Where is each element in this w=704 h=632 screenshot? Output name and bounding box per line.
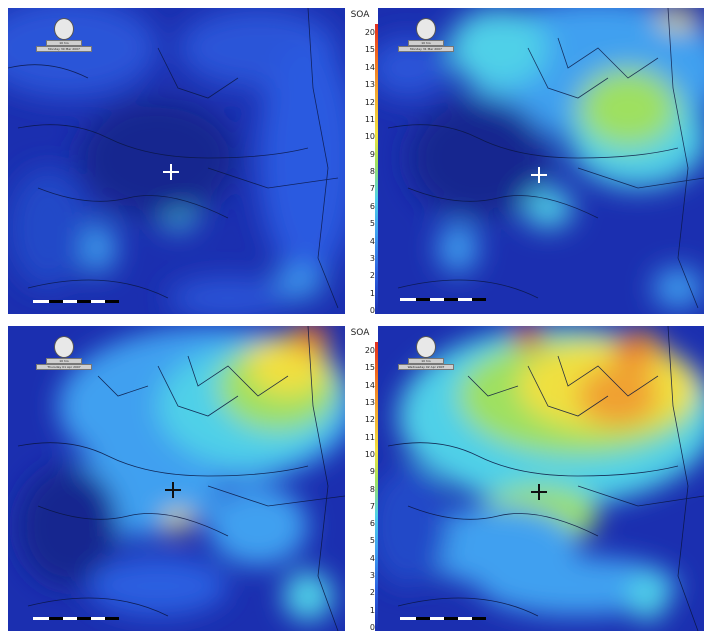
legend-tick-label: 0 xyxy=(369,306,375,315)
map-panel-top-right: 10 hrs Monday 31 Mar 2007 xyxy=(378,8,704,314)
station-marker xyxy=(165,482,181,498)
legend-tick-label: 3 xyxy=(369,253,375,263)
legend-tick-label: 7 xyxy=(369,501,375,511)
legend-tick-label: 5 xyxy=(369,219,375,229)
legend-tick-label: 14 xyxy=(364,62,375,72)
legend-tick-label: 4 xyxy=(369,553,375,563)
station-marker xyxy=(531,167,547,183)
soa-field-map xyxy=(8,326,345,631)
map-panel-bottom-right: 10 hrs Wednesday 02 Apr 2007 xyxy=(378,326,704,631)
legend-title: SOA xyxy=(350,10,370,20)
legend-tick-label: 10 xyxy=(364,449,375,459)
time-label: 10 hrs xyxy=(408,40,444,46)
legend-tick-label: 9 xyxy=(369,467,375,477)
date-label: Monday 30 Mar 2007 xyxy=(36,46,92,52)
scale-bar xyxy=(400,298,486,301)
legend-tick-label: 14 xyxy=(364,380,375,390)
legend-tick-label: 2 xyxy=(369,271,375,281)
legend-tick-label: 6 xyxy=(369,201,375,211)
colorbar-legend-bottom: SOA 20 15 14 13 12 11 10 9 8 7 6 5 4 3 2 1 0 xyxy=(345,326,378,632)
legend-tick-label: 1 xyxy=(369,288,375,298)
time-label: 10 hrs xyxy=(46,358,82,364)
legend-tick-label: 13 xyxy=(364,397,375,407)
clock-icon xyxy=(54,336,74,358)
date-label: Wednesday 02 Apr 2007 xyxy=(398,364,454,370)
legend-tick-label: 7 xyxy=(369,184,375,194)
scale-bar xyxy=(400,617,486,620)
colorbar xyxy=(375,24,378,314)
legend-tick-label: 6 xyxy=(369,519,375,529)
legend-tick-label: 1 xyxy=(369,605,375,615)
clock-icon xyxy=(416,336,436,358)
legend-tick-label: 20 xyxy=(364,346,375,355)
time-stamp: 10 hrs Wednesday 02 Apr 2007 xyxy=(398,336,458,376)
time-label: 10 hrs xyxy=(408,358,444,364)
legend-tick-label: 20 xyxy=(364,28,375,37)
map-panel-top-left: 10 hrs Monday 30 Mar 2007 xyxy=(8,8,345,314)
time-stamp: 10 hrs Monday 31 Mar 2007 xyxy=(398,18,458,58)
legend-tick-label: 11 xyxy=(364,432,375,442)
legend-tick-label: 12 xyxy=(364,97,375,107)
date-label: Thursday 01 Apr 2007 xyxy=(36,364,92,370)
legend-tick-label: 15 xyxy=(364,363,375,373)
clock-icon xyxy=(54,18,74,40)
soa-field-map xyxy=(378,326,704,631)
station-marker xyxy=(531,484,547,500)
legend-tick-label: 9 xyxy=(369,149,375,159)
time-stamp: 10 hrs Monday 30 Mar 2007 xyxy=(36,18,96,58)
soa-field-map xyxy=(8,8,345,314)
legend-title: SOA xyxy=(350,328,370,338)
station-marker xyxy=(163,164,179,180)
legend-tick-label: 8 xyxy=(369,167,375,176)
legend-tick-label: 10 xyxy=(364,132,375,142)
legend-tick-label: 11 xyxy=(364,114,375,124)
scale-bar xyxy=(33,617,119,620)
time-label: 10 hrs xyxy=(46,40,82,46)
legend-tick-label: 8 xyxy=(369,484,375,494)
map-panel-bottom-left: 10 hrs Thursday 01 Apr 2007 xyxy=(8,326,345,631)
legend-tick-label: 0 xyxy=(369,623,375,632)
date-label: Monday 31 Mar 2007 xyxy=(398,46,454,52)
scale-bar xyxy=(33,300,119,303)
time-stamp: 10 hrs Thursday 01 Apr 2007 xyxy=(36,336,96,376)
legend-tick-label: 13 xyxy=(364,80,375,90)
colorbar xyxy=(375,342,378,631)
legend-tick-label: 5 xyxy=(369,536,375,546)
colorbar-legend-top: SOA 20 15 14 13 12 11 10 9 8 7 6 5 4 3 2 1 0 xyxy=(345,8,378,315)
clock-icon xyxy=(416,18,436,40)
soa-field-map xyxy=(378,8,704,314)
legend-tick-label: 15 xyxy=(364,45,375,55)
legend-tick-label: 12 xyxy=(364,415,375,425)
legend-tick-label: 2 xyxy=(369,588,375,598)
legend-tick-label: 3 xyxy=(369,571,375,581)
legend-tick-label: 4 xyxy=(369,236,375,246)
